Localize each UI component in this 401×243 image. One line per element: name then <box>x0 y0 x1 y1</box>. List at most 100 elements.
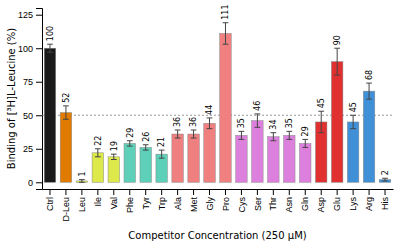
x-tick: Pro <box>221 189 231 211</box>
y-tick: 75 <box>23 77 42 87</box>
error-bar-stem <box>273 133 274 141</box>
x-tick-mark <box>241 189 242 195</box>
x-tick-mark <box>65 189 66 195</box>
x-tick: Ser <box>253 189 263 211</box>
data-label: 111 <box>221 4 230 19</box>
error-bar-stem <box>113 154 114 159</box>
x-tick: Trp <box>157 189 167 210</box>
x-tick-label: Met <box>189 197 199 213</box>
x-tick-label: Gly <box>205 197 215 211</box>
x-tick-label: Ctrl <box>45 197 55 211</box>
error-bar-cap-bottom <box>286 139 292 140</box>
bar <box>300 143 311 182</box>
error-bar-cap-bottom <box>255 127 261 128</box>
x-tick-mark <box>177 189 178 195</box>
data-label: 45 <box>317 98 326 108</box>
bar <box>124 143 135 182</box>
error-bar-cap-bottom <box>223 44 229 45</box>
error-bar <box>366 83 372 99</box>
error-bar-cap-bottom <box>350 128 356 129</box>
x-tick: Gln <box>300 189 310 211</box>
error-bar-cap-bottom <box>318 132 324 133</box>
error-bar-cap-top <box>143 144 149 145</box>
y-tick: 25 <box>23 144 42 154</box>
bar <box>252 121 263 183</box>
error-bar <box>175 130 181 138</box>
bar <box>363 91 374 182</box>
x-tick-mark <box>209 189 210 195</box>
x-tick-mark <box>145 189 146 195</box>
y-tick-label: 0 <box>28 178 33 188</box>
error-bar-cap-top <box>350 115 356 116</box>
x-tick-label: Asn <box>284 197 294 213</box>
error-bar-stem <box>337 48 338 75</box>
error-bar-cap-top <box>239 131 245 132</box>
data-label: 19 <box>110 141 119 151</box>
x-tick-mark <box>113 189 114 195</box>
data-label: 26 <box>142 132 151 142</box>
x-tick-label: Tyr <box>141 197 151 210</box>
x-tick-label: Ser <box>253 197 263 211</box>
bar <box>220 33 231 182</box>
error-bar <box>255 114 261 127</box>
error-bar-stem <box>129 141 130 146</box>
y-tick-mark <box>36 82 42 83</box>
y-tick-mark <box>36 149 42 150</box>
data-label: 90 <box>333 35 342 45</box>
y-axis: 0255075100125 <box>18 9 43 190</box>
x-tick-mark <box>193 189 194 195</box>
x-tick: Lys <box>348 189 358 211</box>
bar <box>108 157 119 182</box>
x-tick-label: D-Leu <box>61 197 71 222</box>
error-bar <box>63 106 69 119</box>
y-tick-label: 75 <box>23 77 33 87</box>
error-bar-stem <box>193 130 194 138</box>
bar <box>156 154 167 182</box>
y-tick-mark <box>36 15 42 16</box>
error-bar-stem <box>209 118 210 129</box>
y-axis-line <box>36 9 43 190</box>
x-tick-label: Trp <box>157 197 167 210</box>
error-bar-cap-top <box>111 154 117 155</box>
bar <box>140 147 151 182</box>
error-bar-cap-bottom <box>302 147 308 148</box>
error-bar-cap-bottom <box>95 156 101 157</box>
bar <box>60 113 71 183</box>
x-tick: Phe <box>125 189 135 213</box>
error-bar-stem <box>369 83 370 99</box>
x-tick: His <box>380 189 390 210</box>
x-tick: Val <box>109 189 119 209</box>
data-label: 44 <box>205 105 214 115</box>
error-bar-cap-bottom <box>79 182 85 183</box>
x-tick: Arg <box>364 189 374 211</box>
error-bar <box>334 48 340 75</box>
error-bar-cap-top <box>47 44 53 45</box>
y-tick-mark <box>36 182 42 183</box>
data-label: 36 <box>173 117 182 127</box>
error-bar-cap-top <box>255 113 261 114</box>
error-bar-cap-bottom <box>191 138 197 139</box>
x-tick-label: Cys <box>237 197 247 213</box>
error-bar-cap-bottom <box>111 159 117 160</box>
bar <box>204 123 215 182</box>
x-tick-mark <box>305 189 306 195</box>
error-bar <box>270 133 276 141</box>
error-bar-stem <box>257 114 258 127</box>
x-tick: Leu <box>77 189 87 212</box>
error-bar-cap-bottom <box>239 139 245 140</box>
error-bar <box>95 149 101 157</box>
bar <box>331 62 342 183</box>
x-tick-label: Pro <box>221 197 231 211</box>
error-bar-cap-top <box>318 111 324 112</box>
x-tick: Ile <box>93 189 103 207</box>
error-bar-cap-top <box>175 130 181 131</box>
error-bar-stem <box>177 130 178 138</box>
data-label: 22 <box>94 136 103 146</box>
data-label: 35 <box>237 118 246 128</box>
error-bar-stem <box>241 131 242 139</box>
x-tick: Asn <box>284 189 294 213</box>
error-bar-cap-bottom <box>127 146 133 147</box>
data-label: 36 <box>189 117 198 127</box>
error-bar <box>318 111 324 132</box>
x-tick: Gly <box>205 189 215 211</box>
